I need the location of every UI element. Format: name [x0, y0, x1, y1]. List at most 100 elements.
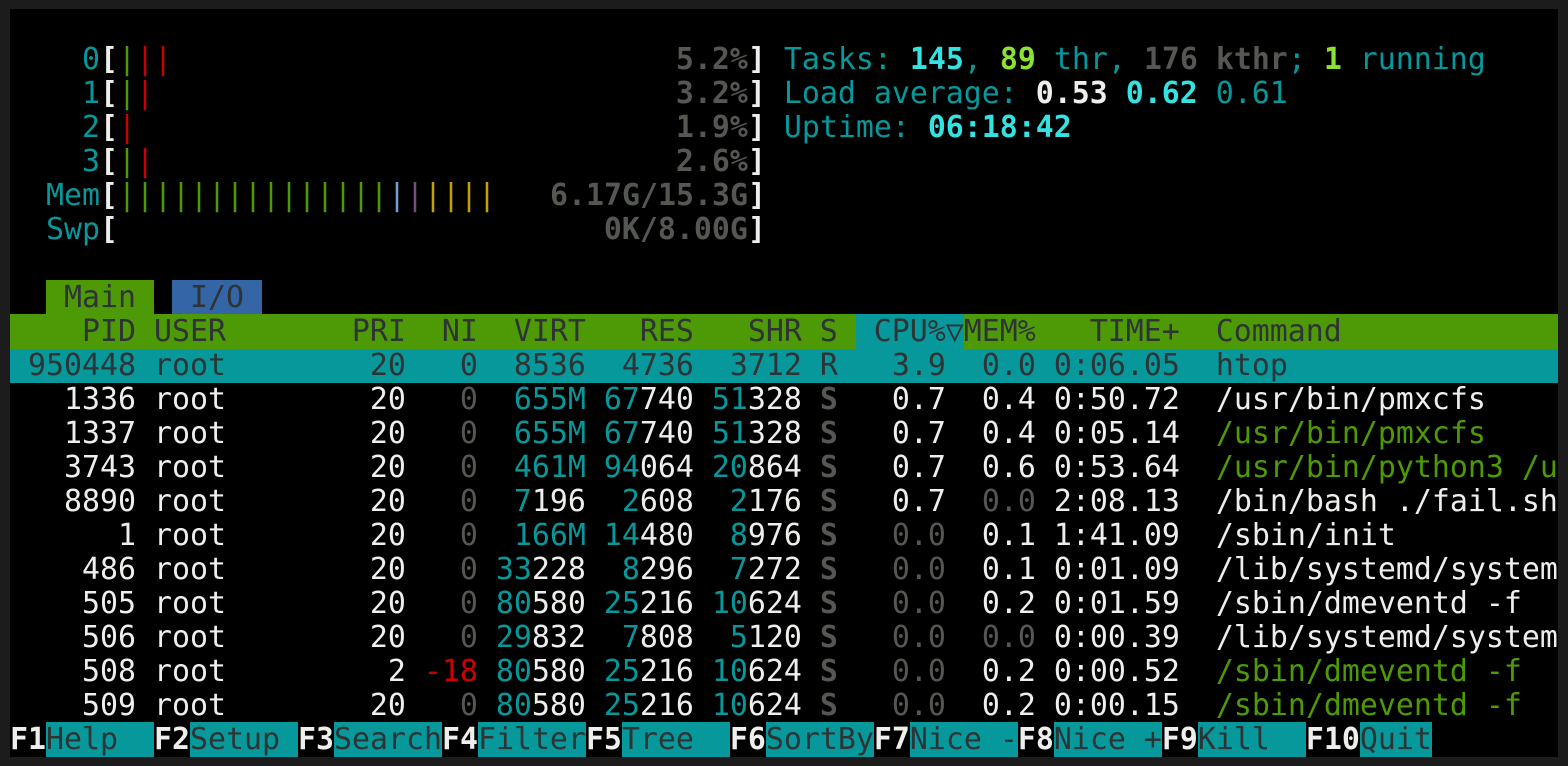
command: /usr/bin/python3 /u	[1215, 450, 1558, 485]
column-headers-left[interactable]: PID USER PRI NI VIRT RES SHR S	[10, 314, 856, 349]
meter-bar-segment: |	[117, 144, 136, 179]
nice: -18	[423, 654, 478, 689]
column-header-cpu-sorted[interactable]: CPU%▽	[855, 314, 964, 349]
bracket: [	[99, 76, 118, 111]
virt-high: 80	[495, 688, 532, 723]
user: root	[135, 654, 334, 689]
pad	[802, 382, 820, 417]
pad	[802, 484, 820, 519]
process-row[interactable]: 3743 root 20 0 461M 94064 20864 S 0.7 0.…	[10, 451, 1558, 485]
command: /sbin/dmeventd -f	[1215, 688, 1522, 723]
meter-bar-segment: |	[117, 76, 136, 111]
meter-bar-segment: |	[135, 144, 154, 179]
process-row[interactable]: 8890 root 20 0 7196 2608 2176 S 0.7 0.0 …	[10, 485, 1558, 519]
pad	[802, 450, 820, 485]
virt-low: 580	[531, 688, 586, 723]
process-row[interactable]: 486 root 20 0 33228 8296 7272 S 0.0 0.1 …	[10, 553, 1558, 587]
pad	[838, 518, 892, 553]
fkey-filter-button[interactable]: Filter	[477, 722, 586, 757]
column-headers-right[interactable]: MEM% TIME+ Command	[963, 314, 1558, 349]
meter-value: 1.9%	[675, 110, 748, 145]
pad	[406, 484, 460, 519]
fkey-nice-button[interactable]: Nice +	[1053, 722, 1162, 757]
bracket: [	[100, 178, 118, 213]
fkey-help-button[interactable]: Help	[46, 722, 154, 757]
virt-high: 7	[513, 484, 532, 519]
virt: 461M	[513, 450, 586, 485]
virt: 655M	[513, 416, 586, 451]
meter-1: 1[|| 3.2%] Load average: 0.53 0.62 0.61	[10, 77, 1288, 111]
pad	[694, 416, 712, 451]
bracket: ]	[747, 178, 766, 213]
pad	[838, 620, 892, 655]
pad	[694, 552, 730, 587]
nice: 0	[459, 450, 478, 485]
tab-io[interactable]: I/O	[171, 280, 262, 315]
fkey-nice-button[interactable]: Nice -	[909, 722, 1018, 757]
shr-high: 7	[729, 552, 748, 587]
pad	[946, 416, 982, 451]
shr-high: 8	[729, 518, 748, 553]
pad	[802, 620, 820, 655]
process-row[interactable]: 505 root 20 0 80580 25216 10624 S 0.0 0.…	[10, 587, 1522, 621]
fkey-quit-button[interactable]: Quit	[1359, 722, 1432, 757]
process-row[interactable]: 508 root 2 -18 80580 25216 10624 S 0.0 0…	[10, 655, 1522, 689]
cpu-percent: 0.7	[891, 382, 946, 417]
virt-low: 580	[531, 654, 586, 689]
fkey-search-button[interactable]: Search	[333, 722, 442, 757]
cpu-percent: 0.0	[891, 654, 946, 689]
bracket: [	[99, 110, 118, 145]
virt: 8536	[513, 348, 586, 383]
pad	[766, 110, 784, 145]
res-low: 216	[639, 654, 694, 689]
process-row[interactable]: 1 root 20 0 166M 14480 8976 S 0.0 0.1 1:…	[10, 519, 1396, 553]
pid: 8890	[10, 484, 136, 519]
pad	[262, 280, 280, 315]
tasks-count: 145	[909, 42, 964, 77]
load-5min: 0.62	[1125, 76, 1198, 111]
pad	[586, 382, 604, 417]
shr-high: 2	[729, 484, 748, 519]
virt-low: 832	[531, 620, 586, 655]
pid: 486	[10, 552, 136, 587]
cpu-time: 0:01.59	[1053, 586, 1180, 621]
pad	[10, 280, 46, 315]
fkey-kill-button[interactable]: Kill	[1197, 722, 1306, 757]
cpu-percent: 0.7	[891, 416, 946, 451]
user: root	[135, 688, 334, 723]
command: /lib/systemd/system	[1215, 620, 1558, 655]
pad	[172, 42, 676, 77]
meter-bar-segment: |	[406, 178, 424, 213]
nice: 0	[459, 518, 478, 553]
process-row[interactable]: 506 root 20 0 29832 7808 5120 S 0.0 0.0 …	[10, 621, 1558, 655]
process-row[interactable]: 1336 root 20 0 655M 67740 51328 S 0.7 0.…	[10, 383, 1486, 417]
process-row[interactable]: 1337 root 20 0 655M 67740 51328 S 0.7 0.…	[10, 417, 1486, 451]
state: S	[819, 416, 838, 451]
process-row[interactable]: 950448 root 20 0 8536 4736 3712 R 3.9 0.…	[10, 349, 1558, 383]
command: /bin/bash ./fail.sh	[1215, 484, 1558, 519]
pad	[406, 586, 460, 621]
pad	[1036, 450, 1054, 485]
pad	[694, 688, 712, 723]
fkey-f3: F3	[297, 722, 334, 757]
fkey-tree-button[interactable]: Tree	[621, 722, 730, 757]
virt-high: 29	[495, 620, 532, 655]
pad	[406, 450, 460, 485]
pad	[1036, 484, 1054, 519]
user: root	[135, 484, 334, 519]
pad	[1180, 382, 1216, 417]
pad	[694, 620, 730, 655]
fkey-setup-button[interactable]: Setup	[189, 722, 298, 757]
pad	[838, 484, 892, 519]
meter-value: 6.17G/15.3G	[550, 178, 748, 213]
pad	[586, 586, 604, 621]
tab-main[interactable]: Main	[46, 280, 154, 315]
pad	[694, 484, 730, 519]
meter-value: 0K/8.00G	[603, 212, 748, 247]
fkey-sortby-button[interactable]: SortBy	[765, 722, 874, 757]
meter-bar-segment: |	[117, 42, 136, 77]
pad	[694, 450, 712, 485]
pid: 1	[10, 518, 136, 553]
fkey-f10: F10	[1305, 722, 1360, 757]
process-row[interactable]: 509 root 20 0 80580 25216 10624 S 0.0 0.…	[10, 689, 1522, 723]
